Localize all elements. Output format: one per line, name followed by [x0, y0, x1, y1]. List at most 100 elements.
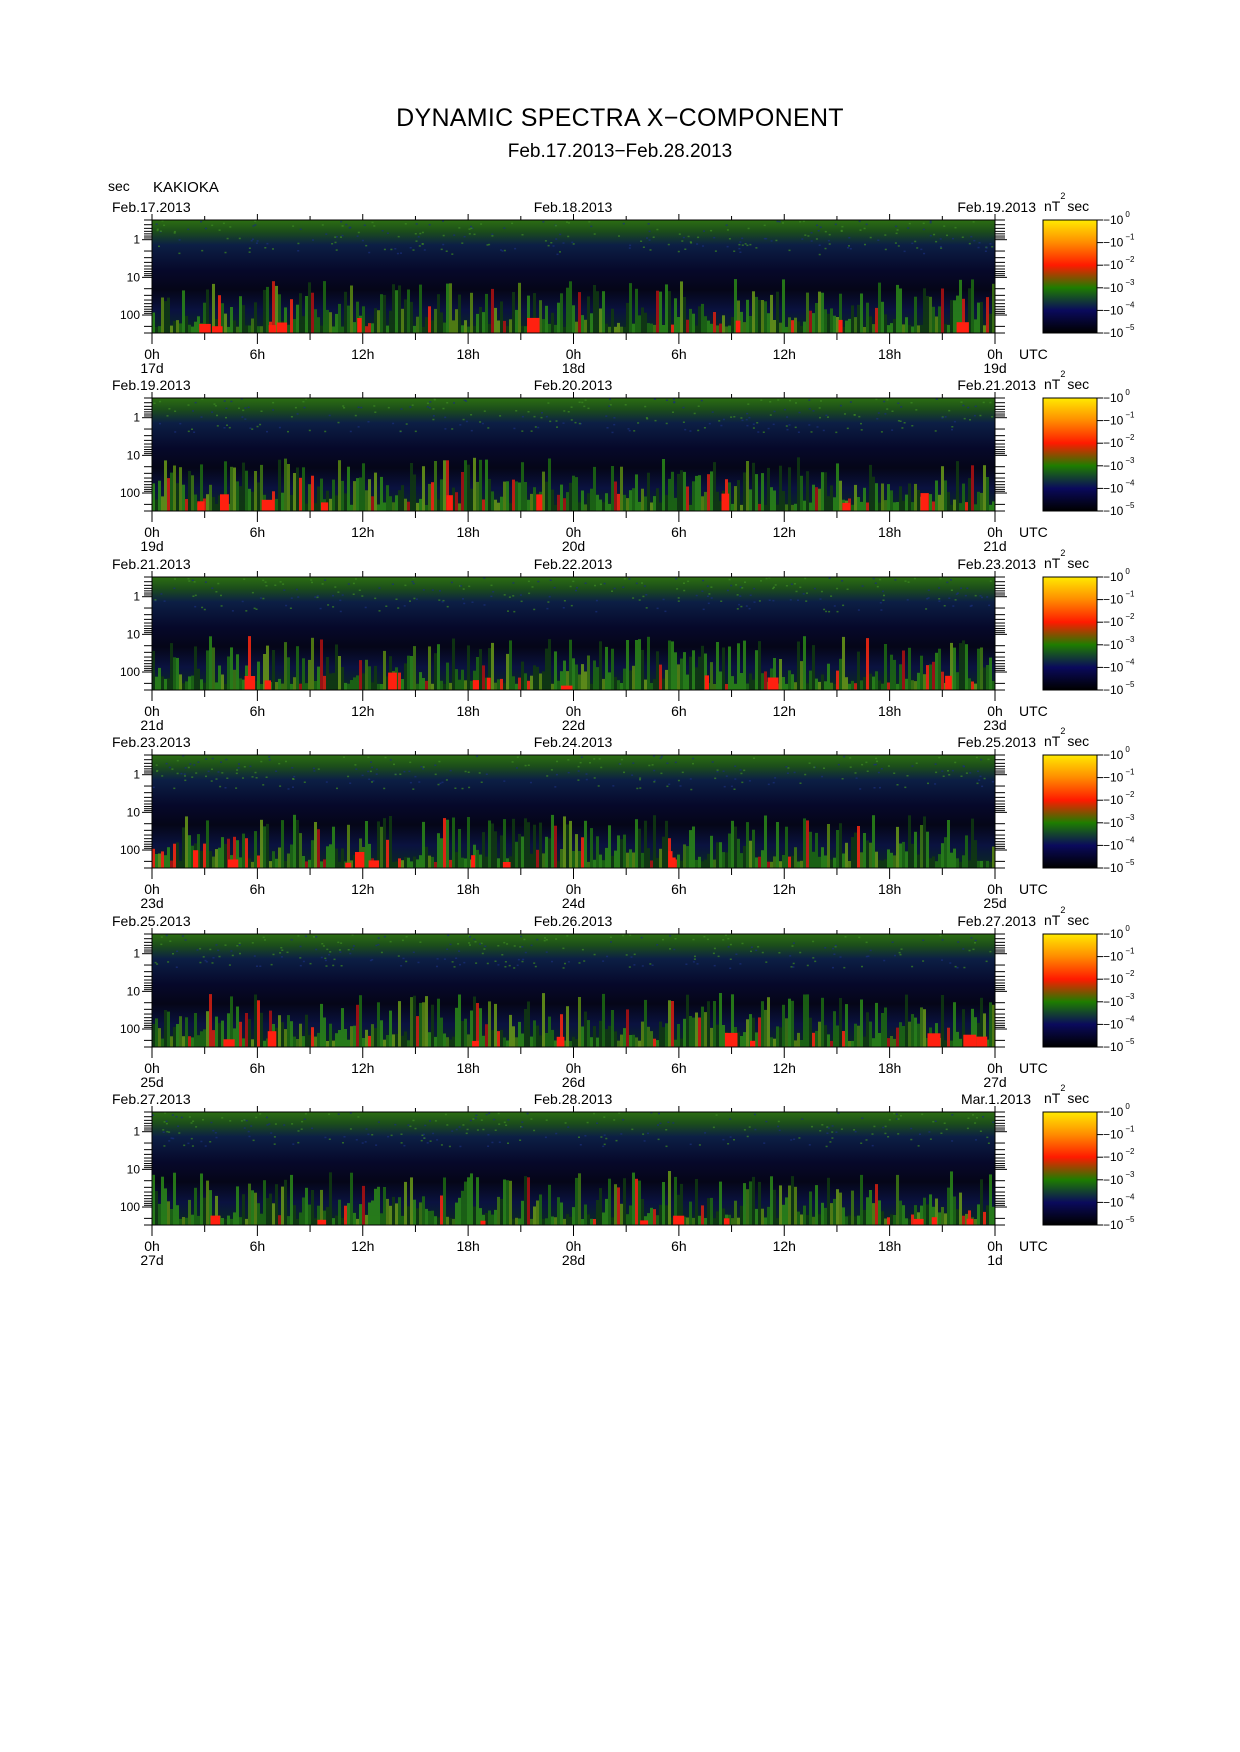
activity-column	[512, 292, 515, 333]
noise-speck	[741, 419, 744, 422]
activity-column	[737, 300, 740, 333]
activity-column	[623, 834, 626, 868]
noise-speck	[944, 416, 947, 418]
activity-column	[458, 994, 461, 1047]
noise-speck	[758, 600, 761, 602]
colorbar-gradient	[1042, 1111, 1098, 1226]
noise-speck	[243, 1127, 246, 1129]
noise-speck	[249, 427, 252, 429]
activity-column	[737, 1217, 740, 1225]
noise-speck	[209, 1141, 212, 1143]
noise-speck	[790, 966, 793, 968]
activity-column	[857, 1025, 860, 1047]
activity-column	[965, 502, 968, 511]
noise-speck	[193, 431, 196, 433]
noise-speck	[165, 1122, 168, 1125]
noise-speck	[506, 943, 509, 945]
activity-column	[989, 1002, 992, 1047]
noise-speck	[654, 398, 656, 400]
noise-speck	[235, 787, 238, 789]
noise-speck	[530, 944, 533, 947]
activity-column	[836, 1025, 839, 1047]
activity-column	[803, 500, 806, 511]
activity-column	[665, 1205, 668, 1225]
activity-column	[422, 1002, 425, 1047]
activity-column	[437, 294, 440, 333]
noise-speck	[687, 235, 690, 238]
noise-speck	[349, 1128, 352, 1130]
activity-column	[947, 820, 950, 868]
noise-speck	[230, 950, 233, 952]
noise-speck	[725, 224, 728, 226]
activity-column	[842, 853, 845, 868]
noise-speck	[602, 1145, 605, 1148]
activity-column	[314, 681, 317, 690]
noise-speck	[295, 588, 298, 591]
activity-column	[635, 1037, 638, 1047]
activity-column	[344, 1205, 347, 1225]
noise-speck	[340, 942, 343, 944]
noise-speck	[371, 959, 374, 961]
noise-speck	[299, 964, 302, 967]
activity-column	[665, 284, 668, 333]
activity-column	[527, 1177, 530, 1225]
activity-column	[503, 320, 506, 333]
activity-column	[587, 861, 590, 868]
activity-column	[983, 325, 986, 333]
noise-speck	[375, 768, 378, 770]
noise-speck	[211, 768, 213, 770]
noise-speck	[404, 223, 407, 225]
activity-column	[611, 648, 614, 690]
activity-column	[440, 312, 443, 333]
activity-column	[737, 838, 740, 868]
x-tick-label: 0h	[566, 703, 582, 719]
noise-speck	[292, 778, 295, 780]
activity-column	[158, 480, 161, 511]
activity-column	[347, 466, 350, 511]
spectrum-activity	[152, 993, 995, 1047]
activity-column	[734, 486, 737, 511]
activity-column	[851, 504, 854, 511]
noise-speck	[290, 597, 293, 599]
noise-speck	[899, 420, 902, 422]
activity-column	[233, 467, 236, 511]
activity-column	[407, 289, 410, 333]
noise-speck	[255, 1116, 258, 1119]
activity-column	[731, 1218, 734, 1225]
colorbar-exponent: −4	[1125, 1192, 1135, 1201]
panel-end-date: Feb.21.2013	[957, 377, 1036, 393]
activity-column	[320, 1189, 323, 1225]
noise-speck	[168, 766, 171, 769]
noise-speck	[812, 940, 815, 943]
activity-column	[203, 302, 206, 333]
activity-column	[950, 504, 953, 511]
activity-column	[701, 1205, 704, 1225]
activity-column	[884, 859, 887, 868]
noise-speck	[941, 770, 944, 772]
activity-column	[605, 1029, 608, 1047]
noise-speck	[369, 959, 372, 962]
noise-speck	[251, 776, 254, 778]
activity-column	[350, 680, 353, 690]
burst	[220, 494, 229, 511]
activity-column	[902, 841, 905, 868]
noise-speck	[961, 236, 964, 238]
activity-column	[497, 1031, 500, 1047]
activity-column	[671, 1001, 674, 1047]
noise-speck	[337, 941, 340, 944]
activity-column	[872, 476, 875, 511]
noise-speck	[785, 766, 788, 768]
noise-speck	[673, 398, 675, 401]
x-tick-label: 18h	[456, 1238, 479, 1254]
noise-speck	[326, 948, 329, 951]
noise-speck	[463, 235, 466, 238]
noise-speck	[728, 578, 731, 581]
noise-speck	[593, 777, 596, 779]
noise-speck	[667, 1121, 670, 1123]
activity-column	[896, 284, 899, 333]
activity-column	[455, 492, 458, 511]
noise-speck	[975, 756, 978, 759]
y-tick-label: 100	[120, 1200, 140, 1214]
activity-column	[707, 1198, 710, 1225]
activity-column	[446, 283, 449, 333]
